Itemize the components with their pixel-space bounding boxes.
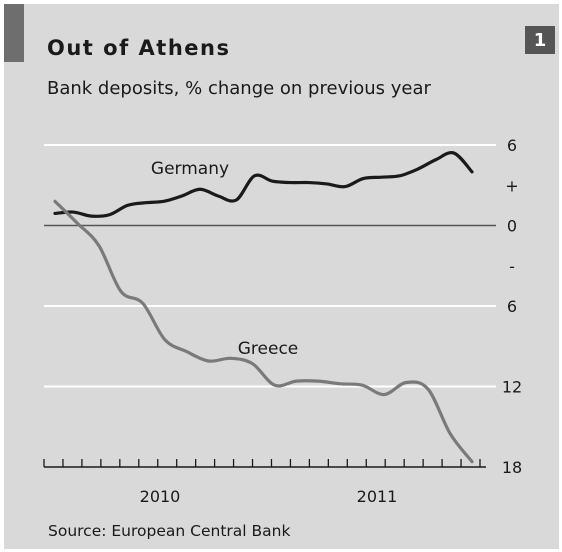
series-line-greece (53, 199, 474, 464)
series-label-germany: Germany (151, 159, 229, 179)
chart-source: Source: European Central Bank (48, 522, 291, 540)
y-tick-label: 6 (507, 136, 517, 155)
y-tick-label: 18 (502, 458, 522, 477)
y-tick-label: + (505, 176, 518, 195)
chart-title: Out of Athens (47, 36, 231, 60)
chart-number-badge: 1 (525, 26, 555, 54)
chart-panel (4, 4, 559, 549)
y-tick-label: 6 (507, 297, 517, 316)
x-axis-label: 2010 (140, 487, 181, 506)
accent-bar (4, 4, 24, 62)
x-axis-label: 2011 (357, 487, 398, 506)
y-tick-label: 12 (502, 378, 522, 397)
chart-subtitle: Bank deposits, % change on previous year (47, 78, 431, 99)
y-tick-label: - (509, 257, 515, 276)
series-label-greece: Greece (238, 339, 299, 359)
y-tick-label: 0 (507, 217, 517, 236)
series-line-germany (53, 151, 474, 218)
